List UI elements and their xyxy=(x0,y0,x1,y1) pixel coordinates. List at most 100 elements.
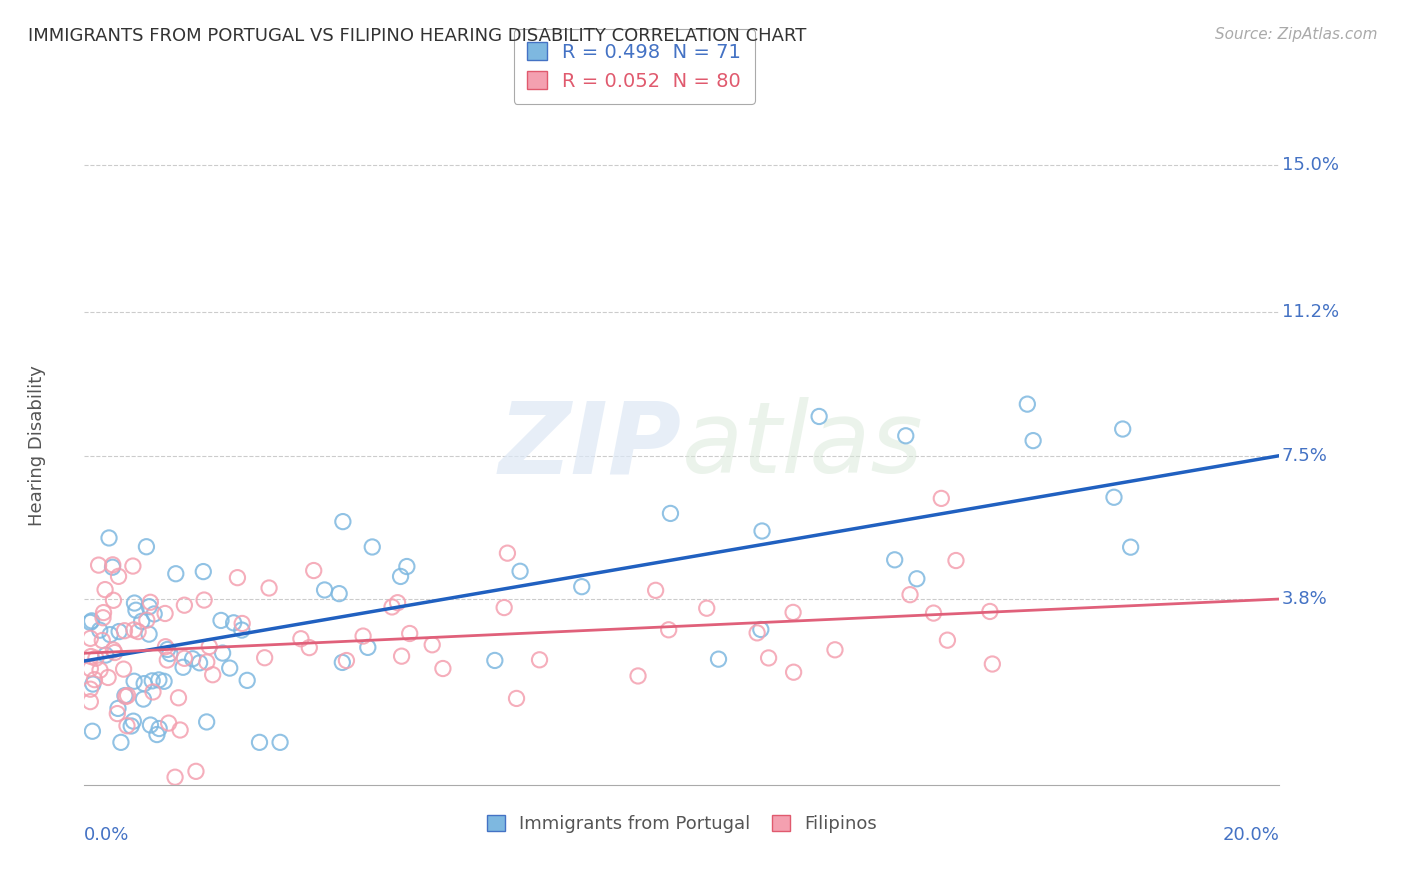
Point xyxy=(193,593,215,607)
Point xyxy=(156,653,179,667)
Point xyxy=(156,642,179,657)
Point xyxy=(494,600,516,615)
Text: Source: ZipAtlas.com: Source: ZipAtlas.com xyxy=(1215,27,1378,42)
Point xyxy=(184,764,207,779)
Point xyxy=(1017,397,1039,411)
Point xyxy=(659,507,682,521)
Point xyxy=(883,553,905,567)
Point xyxy=(420,638,443,652)
Point xyxy=(146,727,169,741)
Point xyxy=(98,627,121,641)
Point xyxy=(979,604,1001,618)
Point xyxy=(115,719,138,733)
Point xyxy=(222,615,245,630)
Point xyxy=(103,643,125,657)
Point xyxy=(101,560,124,574)
Point xyxy=(352,629,374,643)
Point xyxy=(83,673,105,687)
Point xyxy=(395,559,418,574)
Point xyxy=(157,716,180,731)
Point xyxy=(218,661,240,675)
Point xyxy=(153,607,176,621)
Point xyxy=(132,692,155,706)
Point xyxy=(98,531,121,545)
Point xyxy=(107,701,129,715)
Point xyxy=(195,655,218,669)
Point xyxy=(898,588,921,602)
Legend: Immigrants from Portugal, Filipinos: Immigrants from Portugal, Filipinos xyxy=(475,804,889,844)
Point xyxy=(529,653,551,667)
Point xyxy=(94,582,117,597)
Point xyxy=(211,646,233,660)
Point xyxy=(148,722,170,736)
Point xyxy=(391,649,413,664)
Point xyxy=(124,596,146,610)
Point xyxy=(257,581,280,595)
Point xyxy=(387,596,409,610)
Point xyxy=(398,626,420,640)
Point xyxy=(87,558,110,573)
Point xyxy=(253,650,276,665)
Point xyxy=(110,735,132,749)
Point xyxy=(134,676,156,690)
Text: 11.2%: 11.2% xyxy=(1282,303,1339,321)
Point xyxy=(231,623,253,637)
Point xyxy=(131,615,153,629)
Point xyxy=(922,606,945,620)
Point xyxy=(135,540,157,554)
Point xyxy=(758,651,780,665)
Point xyxy=(1119,540,1142,554)
Text: atlas: atlas xyxy=(682,398,924,494)
Point xyxy=(91,611,114,625)
Point xyxy=(114,624,136,638)
Point xyxy=(79,662,101,676)
Point xyxy=(169,723,191,737)
Point xyxy=(120,719,142,733)
Point xyxy=(122,674,145,689)
Point xyxy=(141,673,163,688)
Point xyxy=(269,735,291,749)
Point xyxy=(103,593,125,607)
Point xyxy=(79,695,101,709)
Text: 20.0%: 20.0% xyxy=(1223,826,1279,844)
Point xyxy=(782,606,804,620)
Point xyxy=(79,682,101,697)
Point xyxy=(432,661,454,675)
Point xyxy=(148,673,170,687)
Point xyxy=(173,598,195,612)
Point xyxy=(198,640,221,654)
Point xyxy=(91,633,114,648)
Point xyxy=(1112,422,1135,436)
Point xyxy=(155,640,177,654)
Text: 3.8%: 3.8% xyxy=(1282,590,1327,608)
Point xyxy=(389,569,412,583)
Point xyxy=(782,665,804,680)
Point xyxy=(236,673,259,688)
Point xyxy=(89,623,111,637)
Point xyxy=(298,640,321,655)
Point xyxy=(165,770,187,784)
Point xyxy=(290,632,312,646)
Point xyxy=(125,603,148,617)
Point xyxy=(201,667,224,681)
Point xyxy=(159,647,181,661)
Point xyxy=(936,633,959,648)
Point xyxy=(571,580,593,594)
Point xyxy=(101,558,124,572)
Point xyxy=(808,409,831,424)
Point xyxy=(143,607,166,621)
Point xyxy=(381,599,404,614)
Point xyxy=(114,690,136,704)
Point xyxy=(945,553,967,567)
Point xyxy=(505,691,527,706)
Point xyxy=(172,660,194,674)
Point xyxy=(314,582,336,597)
Point xyxy=(84,651,107,665)
Point xyxy=(249,735,271,749)
Point xyxy=(644,583,666,598)
Point xyxy=(361,540,384,554)
Point xyxy=(696,601,718,615)
Point xyxy=(981,657,1004,671)
Point xyxy=(80,649,103,664)
Point xyxy=(108,624,131,639)
